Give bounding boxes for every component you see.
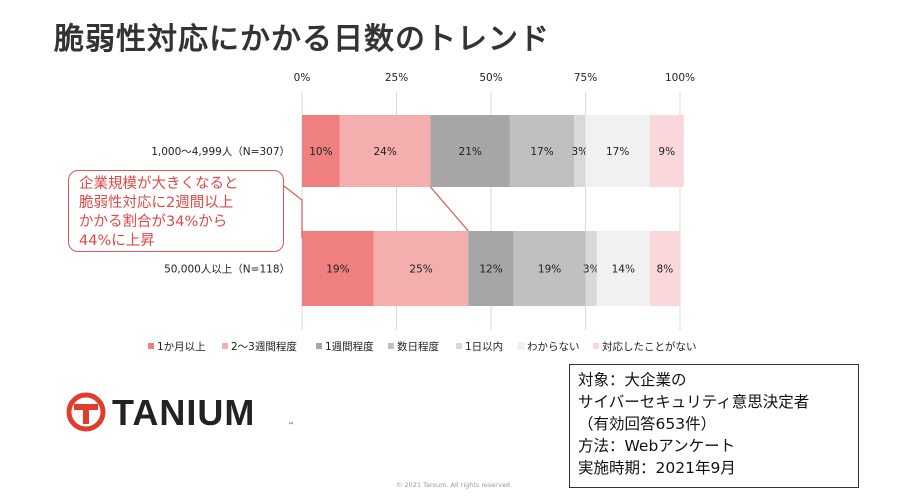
- bar-value-label: 19%: [538, 264, 561, 276]
- bar-value-label: 9%: [658, 146, 675, 158]
- bar-value-label: 19%: [326, 264, 349, 276]
- legend-swatch: [517, 342, 525, 350]
- bar-value-label: 12%: [479, 264, 502, 276]
- legend-swatch: [593, 343, 599, 349]
- bar-segment: [302, 115, 340, 187]
- bar-segment: [649, 231, 680, 306]
- x-tick-label: 75%: [574, 72, 597, 84]
- callout-line: 企業規模が大きくなると: [79, 176, 239, 192]
- callout-line: かかる割合が34%から: [79, 214, 228, 230]
- trademark-mark: ™: [288, 422, 294, 429]
- bar-segment: [585, 231, 597, 306]
- info-line: 対象：大企業の: [578, 371, 687, 389]
- legend-label: 1か月以上: [157, 341, 206, 353]
- copyright-text: © 2021 Tanium. All rights reserved.: [395, 481, 513, 489]
- x-tick-label: 25%: [385, 72, 408, 84]
- bar-segment: [513, 231, 586, 306]
- bar-segment: [373, 231, 469, 306]
- legend-swatch: [148, 343, 154, 349]
- bar-value-label: 8%: [657, 264, 674, 276]
- bar-segment: [596, 231, 650, 306]
- tanium-logo-icon: [66, 392, 106, 432]
- info-line: 実施時期：2021年9月: [578, 459, 736, 477]
- bar-segment: [509, 115, 575, 187]
- legend-swatch: [316, 343, 322, 349]
- tanium-logo: TANIUM ™: [66, 392, 296, 433]
- bar-value-label: 3%: [571, 146, 588, 158]
- legend-swatch: [456, 343, 462, 349]
- bar-segment: [339, 115, 431, 187]
- bar-value-label: 3%: [583, 264, 600, 276]
- info-line: （有効回答653件）: [578, 415, 717, 433]
- legend-label: 対応したことがない: [602, 340, 697, 353]
- legend-swatch: [222, 343, 228, 349]
- bar-value-label: 14%: [612, 264, 635, 276]
- bar-value-label: 10%: [309, 146, 332, 158]
- bar-segment: [649, 115, 684, 187]
- page-title: 脆弱性対応にかかる日数のトレンド: [54, 22, 550, 57]
- x-tick-label: 0%: [294, 72, 311, 84]
- x-tick-label: 100%: [665, 72, 695, 84]
- bar-value-label: 17%: [530, 146, 553, 158]
- legend-label: わからない: [527, 341, 580, 353]
- bar-segment: [430, 115, 510, 187]
- bar-value-label: 17%: [606, 146, 629, 158]
- category-label: 1,000～4,999人（N=307）: [151, 146, 290, 158]
- trend-connector: [430, 186, 469, 232]
- legend-label: 数日程度: [397, 340, 439, 353]
- x-tick-label: 50%: [479, 72, 502, 84]
- callout-line: 44%に上昇: [79, 233, 155, 249]
- legend-label: 1日以内: [465, 340, 503, 353]
- bar-segment: [574, 115, 586, 187]
- legend-label: 2～3週間程度: [231, 340, 297, 353]
- callout-connector: [283, 185, 303, 238]
- callout-box: 企業規模が大きくなると 脆弱性対応に2週間以上 かかる割合が34%から 44%に…: [68, 170, 284, 252]
- bar-segment: [468, 231, 514, 306]
- survey-info-box: 対象：大企業の サイバーセキュリティ意思決定者 （有効回答653件） 方法：We…: [569, 364, 859, 488]
- bar-value-label: 24%: [373, 146, 396, 158]
- bar-value-label: 25%: [409, 264, 432, 276]
- info-line: サイバーセキュリティ意思決定者: [578, 393, 810, 411]
- logo-wordmark: TANIUM: [112, 392, 256, 433]
- bar-segment: [585, 115, 650, 187]
- callout-line: 脆弱性対応に2週間以上: [79, 195, 234, 211]
- legend-label: 1週間程度: [325, 340, 374, 353]
- bar-segment: [302, 231, 374, 306]
- category-label: 50,000人以上（N=118）: [164, 264, 290, 276]
- bar-value-label: 21%: [459, 146, 482, 158]
- legend-swatch: [388, 343, 394, 349]
- info-line: 方法：Webアンケート: [578, 437, 736, 455]
